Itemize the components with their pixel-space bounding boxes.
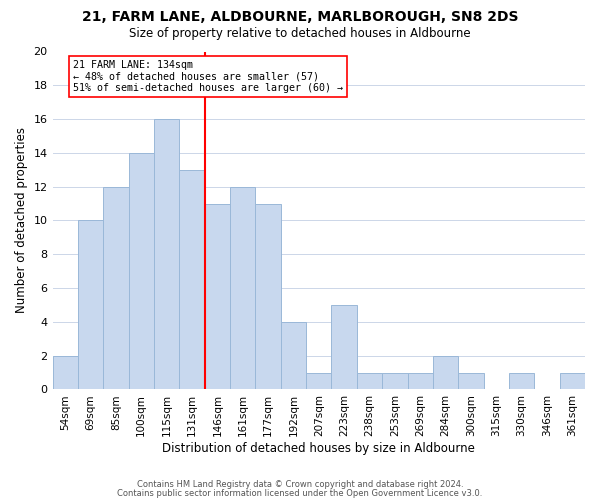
Text: 21 FARM LANE: 134sqm
← 48% of detached houses are smaller (57)
51% of semi-detac: 21 FARM LANE: 134sqm ← 48% of detached h…: [73, 60, 343, 93]
Bar: [230, 186, 256, 390]
Bar: [407, 372, 433, 390]
Y-axis label: Number of detached properties: Number of detached properties: [15, 128, 28, 314]
Bar: [382, 372, 407, 390]
Bar: [281, 322, 306, 390]
Bar: [306, 372, 331, 390]
Bar: [256, 204, 281, 390]
Bar: [560, 372, 585, 390]
Text: Size of property relative to detached houses in Aldbourne: Size of property relative to detached ho…: [129, 28, 471, 40]
Bar: [103, 186, 128, 390]
Bar: [509, 372, 534, 390]
Bar: [357, 372, 382, 390]
Bar: [458, 372, 484, 390]
Text: Contains HM Land Registry data © Crown copyright and database right 2024.: Contains HM Land Registry data © Crown c…: [137, 480, 463, 489]
Bar: [78, 220, 103, 390]
Text: Contains public sector information licensed under the Open Government Licence v3: Contains public sector information licen…: [118, 488, 482, 498]
Bar: [53, 356, 78, 390]
Text: 21, FARM LANE, ALDBOURNE, MARLBOROUGH, SN8 2DS: 21, FARM LANE, ALDBOURNE, MARLBOROUGH, S…: [82, 10, 518, 24]
X-axis label: Distribution of detached houses by size in Aldbourne: Distribution of detached houses by size …: [163, 442, 475, 455]
Bar: [433, 356, 458, 390]
Bar: [205, 204, 230, 390]
Bar: [128, 153, 154, 390]
Bar: [179, 170, 205, 390]
Bar: [154, 119, 179, 390]
Bar: [331, 305, 357, 390]
